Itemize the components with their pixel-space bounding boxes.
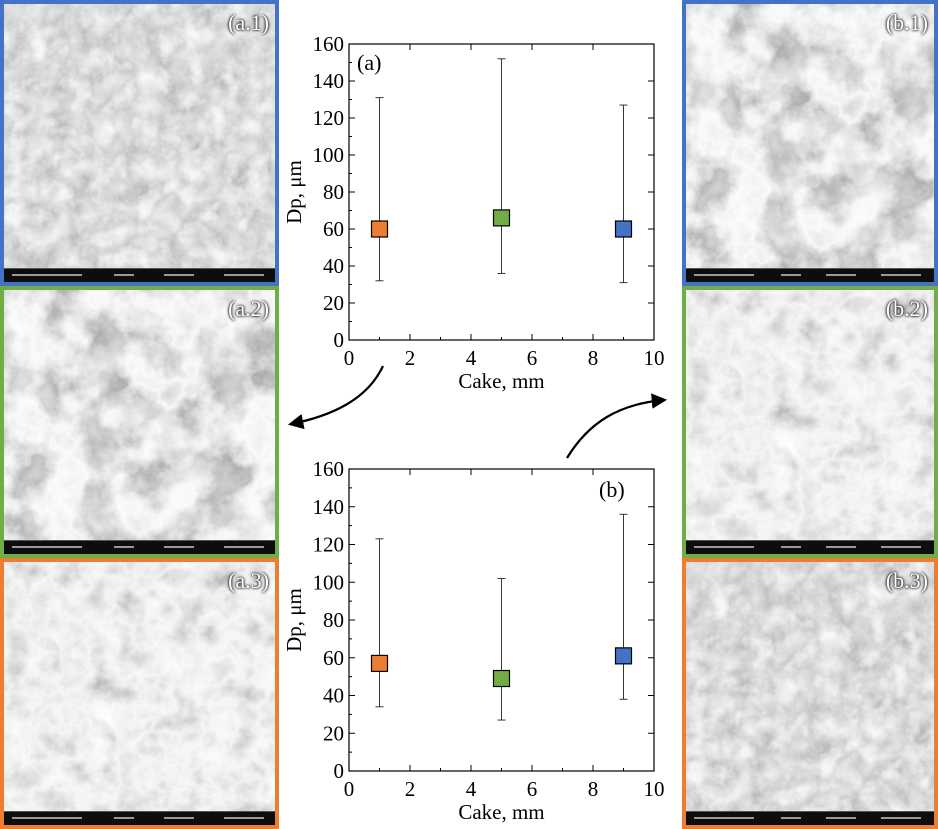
- y-tick-label: 80: [323, 180, 344, 204]
- x-tick-label: 8: [588, 777, 599, 801]
- y-tick-label: 40: [323, 684, 344, 708]
- sem-scale-bar: [686, 811, 934, 825]
- data-point: [370, 97, 389, 282]
- sem-micrograph-a2: [4, 290, 275, 554]
- x-axis-label: Cake, mm: [458, 800, 544, 824]
- marker: [370, 220, 389, 238]
- x-tick-label: 6: [527, 346, 538, 370]
- y-tick-label: 40: [323, 254, 344, 278]
- y-tick-label: 140: [313, 495, 345, 519]
- panel-label: (a): [357, 50, 381, 75]
- sem-image-b2: (b.2): [682, 286, 938, 558]
- panel-label-b2: (b.2): [885, 296, 928, 321]
- y-axis-label: Dp, μm: [282, 588, 306, 652]
- sem-micrograph-b1: [686, 4, 934, 282]
- data-point: [370, 538, 389, 708]
- x-tick-label: 6: [527, 777, 538, 801]
- x-tick-label: 0: [344, 346, 355, 370]
- panel-label-b1: (b.1): [885, 10, 928, 35]
- sem-image-b1: (b.1): [682, 0, 938, 286]
- x-tick-label: 8: [588, 346, 599, 370]
- y-tick-label: 20: [323, 721, 344, 745]
- sem-scale-bar: [686, 540, 934, 554]
- y-tick-label: 60: [323, 646, 344, 670]
- y-tick-label: 120: [313, 106, 345, 130]
- data-point: [614, 104, 633, 284]
- marker: [370, 654, 389, 673]
- y-tick-label: 80: [323, 608, 344, 632]
- sem-scale-bar: [686, 268, 934, 282]
- x-tick-label: 0: [344, 777, 355, 801]
- panel-label-a3: (a.3): [228, 568, 269, 593]
- y-axis-label: Dp, μm: [282, 160, 306, 224]
- y-tick-label: 100: [313, 570, 345, 594]
- x-tick-label: 10: [644, 346, 665, 370]
- marker: [492, 209, 511, 227]
- data-point: [492, 58, 511, 274]
- y-tick-label: 160: [313, 32, 345, 56]
- chart-a: 0 20 40 60 80 100 120 140 160 0 2 4 6 8 10 Cake, mm Dp, …: [282, 32, 665, 393]
- x-tick-label: 2: [405, 777, 416, 801]
- sem-micrograph-a3: [4, 562, 275, 825]
- y-tick-label: 140: [313, 69, 345, 93]
- x-tick-label: 4: [466, 346, 477, 370]
- data-point: [492, 578, 511, 721]
- sem-image-a1: (a.1): [0, 0, 279, 286]
- sem-image-b3: (b.3): [682, 558, 938, 829]
- sem-micrograph-b2: [686, 290, 934, 554]
- sem-micrograph-a1: [4, 4, 275, 282]
- marker: [492, 669, 511, 688]
- x-tick-label: 4: [466, 777, 477, 801]
- x-axis-label: Cake, mm: [458, 369, 544, 393]
- sem-scale-bar: [4, 268, 275, 282]
- chart-b: 0 20 40 60 80 100 120 140 160 0 2 4 6 8 10 Cake, mm Dp, …: [282, 457, 665, 824]
- data-point: [614, 513, 633, 700]
- x-tick-label: 10: [644, 777, 665, 801]
- marker: [614, 647, 633, 665]
- y-tick-label: 120: [313, 533, 345, 557]
- panel-label-a1: (a.1): [228, 10, 269, 35]
- marker: [614, 220, 633, 238]
- charts-area: 0 20 40 60 80 100 120 140 160 0 2 4 6 8 10 Cake, mm Dp, …: [279, 0, 682, 829]
- panel-label: (b): [599, 477, 625, 502]
- y-tick-label: 20: [323, 291, 344, 315]
- y-tick-label: 160: [313, 457, 345, 481]
- sem-image-a2: (a.2): [0, 286, 279, 558]
- arrows-layer: [287, 365, 668, 459]
- y-tick-label: 100: [313, 143, 345, 167]
- panel-label-a2: (a.2): [228, 296, 269, 321]
- y-tick-label: 0: [334, 759, 345, 783]
- arrow-right: [566, 393, 668, 459]
- sem-scale-bar: [4, 811, 275, 825]
- y-tick-label: 60: [323, 217, 344, 241]
- sem-image-a3: (a.3): [0, 558, 279, 829]
- sem-micrograph-b3: [686, 562, 934, 825]
- x-tick-label: 2: [405, 346, 416, 370]
- y-tick-label: 0: [334, 328, 345, 352]
- arrow-left: [287, 365, 384, 430]
- sem-scale-bar: [4, 540, 275, 554]
- panel-label-b3: (b.3): [885, 568, 928, 593]
